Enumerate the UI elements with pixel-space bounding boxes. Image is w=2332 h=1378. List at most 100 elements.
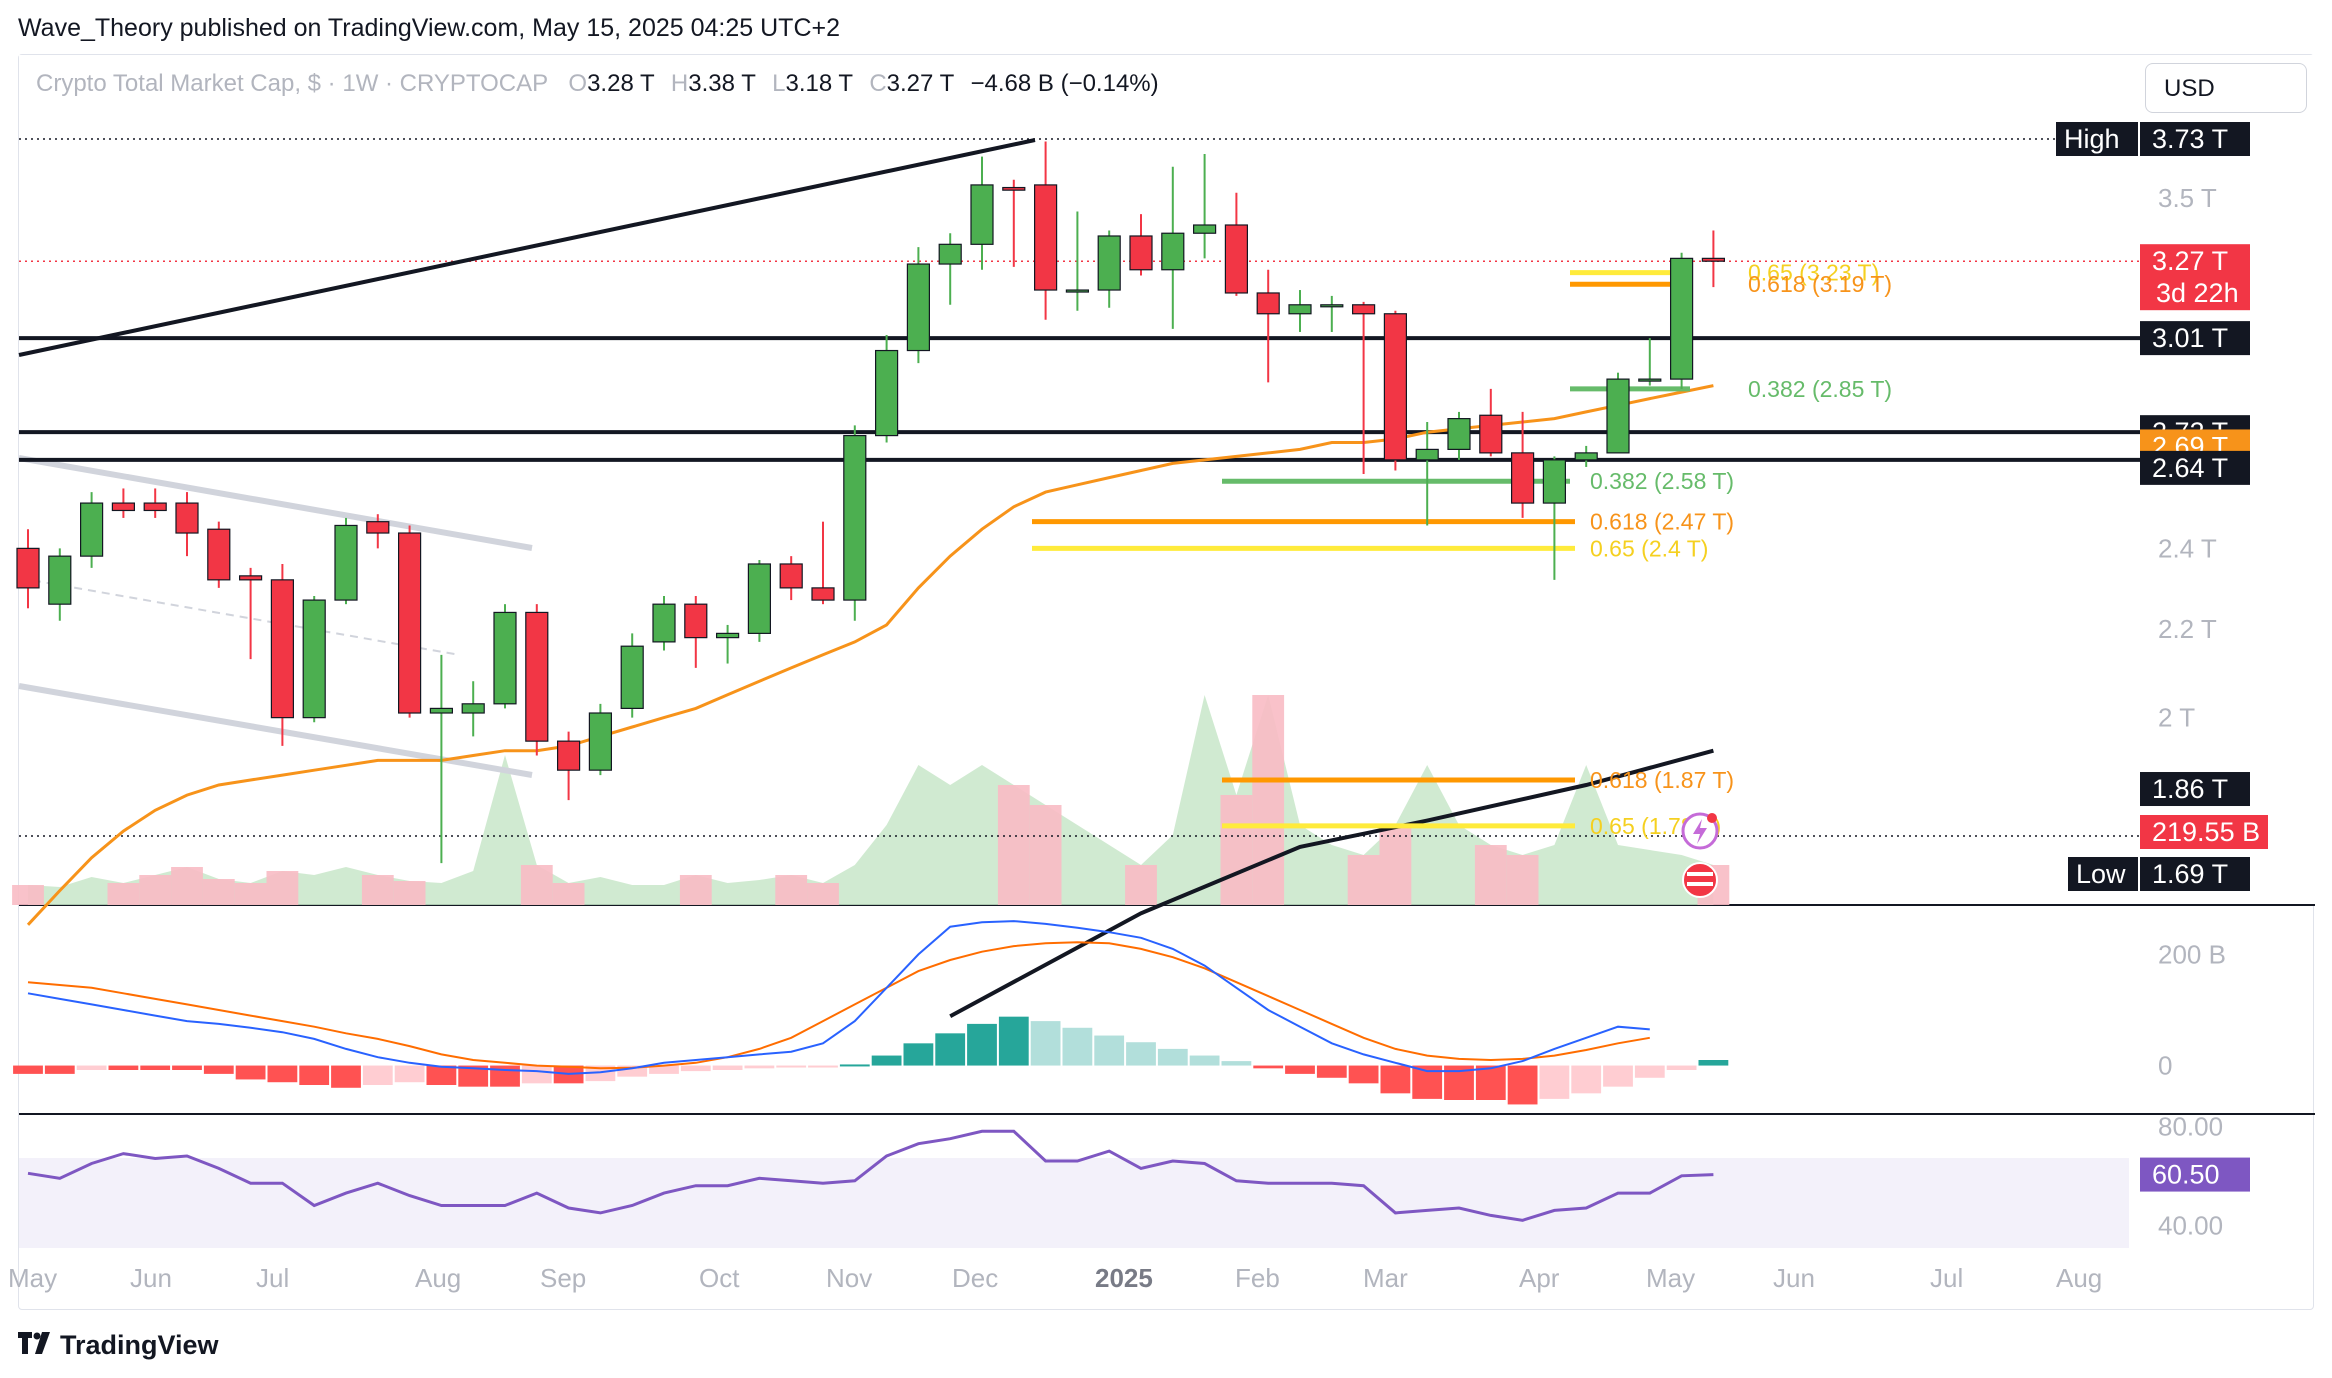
macd-histogram-bar <box>680 1065 711 1072</box>
price-axis-label-text: 2.64 T <box>2152 453 2228 483</box>
macd-histogram-bar <box>13 1065 43 1074</box>
price-axis-tag <box>2056 122 2138 156</box>
candle-body <box>1097 235 1121 291</box>
candle-body <box>111 502 136 512</box>
candle-body <box>1669 257 1694 380</box>
macd-histogram-bar <box>1603 1065 1633 1087</box>
price-axis-label-text: 219.55 B <box>2152 817 2260 847</box>
macd-histogram-bar <box>521 1065 552 1084</box>
candle-body <box>1320 304 1344 308</box>
macd-line <box>27 920 1650 1075</box>
candle-body <box>747 563 772 634</box>
x-axis-label: Sep <box>540 1263 586 1293</box>
rsi-value-label <box>2140 1157 2250 1192</box>
candle-body <box>938 243 962 265</box>
fib-level-label: 0.618 (1.87 T) <box>1590 767 1734 793</box>
candle-body <box>207 528 231 581</box>
price-axis-label <box>2140 122 2250 156</box>
macd-histogram-bar <box>967 1023 997 1066</box>
legend-open: 3.28 T <box>587 70 655 97</box>
macd-signal-line <box>27 941 1650 1070</box>
price-axis-label-text: 3.01 T <box>2152 323 2228 353</box>
candle-body <box>1606 378 1630 454</box>
x-axis-label: Mar <box>1363 1263 1408 1293</box>
fib-level-label: 0.65 (3.23 T) <box>1748 260 1879 286</box>
volume-bar-down <box>1220 795 1253 905</box>
y-axis-tick: 2.2 T <box>2158 614 2217 644</box>
candle-body <box>79 502 104 557</box>
channel-mid-line <box>18 577 461 656</box>
currency-selector[interactable]: USD <box>2145 63 2307 113</box>
y-axis-tick: 3.5 T <box>2158 183 2217 213</box>
volume-bar-down <box>679 875 712 905</box>
price-axis-tag <box>2068 857 2138 891</box>
price-axis-label <box>2140 244 2250 311</box>
fib-level-label: 0.65 (2.4 T) <box>1590 535 1708 561</box>
price-axis-label-text: 1.69 T <box>2152 859 2228 889</box>
candle-body <box>1161 232 1185 271</box>
volume-bar-down <box>234 883 267 905</box>
price-axis-label-text: 3.27 T <box>2152 246 2228 276</box>
macd-histogram-bar <box>426 1065 457 1085</box>
legend-high-label: H <box>670 70 689 97</box>
candle-body <box>1638 378 1662 382</box>
macd-histogram-bar <box>585 1065 616 1082</box>
macd-histogram-bar <box>1634 1065 1665 1078</box>
macd-histogram-bar <box>808 1065 838 1068</box>
x-axis-label: Apr <box>1519 1263 1560 1293</box>
candle-body <box>843 434 867 601</box>
candle-body <box>398 532 422 714</box>
x-axis-label: 2025 <box>1095 1263 1153 1293</box>
candle-body <box>906 263 931 352</box>
x-axis-label: Dec <box>952 1263 998 1293</box>
price-axis-label-text: 1.86 T <box>2152 774 2228 804</box>
price-axis-label <box>2140 450 2250 485</box>
macd-histogram-bar <box>1507 1065 1538 1105</box>
y-axis-tick: 2 T <box>2158 703 2195 733</box>
fib-level-label: 0.618 (2.47 T) <box>1590 509 1734 535</box>
main-pane-bg <box>19 55 2315 905</box>
candle-body <box>715 632 740 639</box>
macd-histogram-bar <box>1475 1065 1506 1100</box>
volume-bar-down <box>552 883 585 905</box>
macd-histogram-bar <box>44 1065 75 1074</box>
volume-bar-down <box>266 871 299 905</box>
candle-body <box>270 579 294 719</box>
macd-histogram-bar <box>1316 1065 1347 1078</box>
legend-low-label: L <box>772 70 786 97</box>
volume-bar-down <box>775 875 808 905</box>
macd-histogram-bar <box>1571 1065 1602 1094</box>
candle-body <box>620 645 644 710</box>
macd-histogram-bar <box>1030 1021 1061 1066</box>
x-axis-label: Feb <box>1235 1263 1280 1293</box>
macd-histogram-bar <box>108 1065 139 1070</box>
macd-histogram-bar <box>871 1055 902 1066</box>
symbol-legend: Crypto Total Market Cap, $ · 1W · CRYPTO… <box>36 70 1159 98</box>
macd-histogram-bar <box>1348 1065 1379 1084</box>
rsi-axis-tick: 80.00 <box>2158 1111 2223 1141</box>
candle-body <box>1129 235 1153 271</box>
tradingview-logo-icon <box>18 1330 52 1361</box>
price-axis-label-text: 3.73 T <box>2152 124 2228 154</box>
candle-body <box>556 740 581 771</box>
candle-body <box>1351 304 1376 315</box>
candle-body <box>1256 292 1280 315</box>
legend-low: 3.18 T <box>785 70 853 97</box>
volume-bar-down <box>1347 855 1380 905</box>
candle-body <box>779 563 803 589</box>
legend-symbol: Crypto Total Market Cap, $ · 1W · CRYPTO… <box>36 70 548 97</box>
volume-bar-down <box>807 883 839 905</box>
macd-histogram-bar <box>172 1065 202 1070</box>
candle-body <box>143 502 167 512</box>
candle-body <box>874 349 899 437</box>
candle-body <box>1510 452 1535 504</box>
macd-histogram-bar <box>140 1065 171 1070</box>
candle-body <box>302 599 326 719</box>
candle-body <box>1701 257 1726 262</box>
candle-body <box>175 502 199 534</box>
price-axis-label <box>2140 321 2250 356</box>
candle-body <box>429 707 453 714</box>
candle-body <box>1288 304 1312 315</box>
volume-bar-down <box>1506 855 1539 905</box>
